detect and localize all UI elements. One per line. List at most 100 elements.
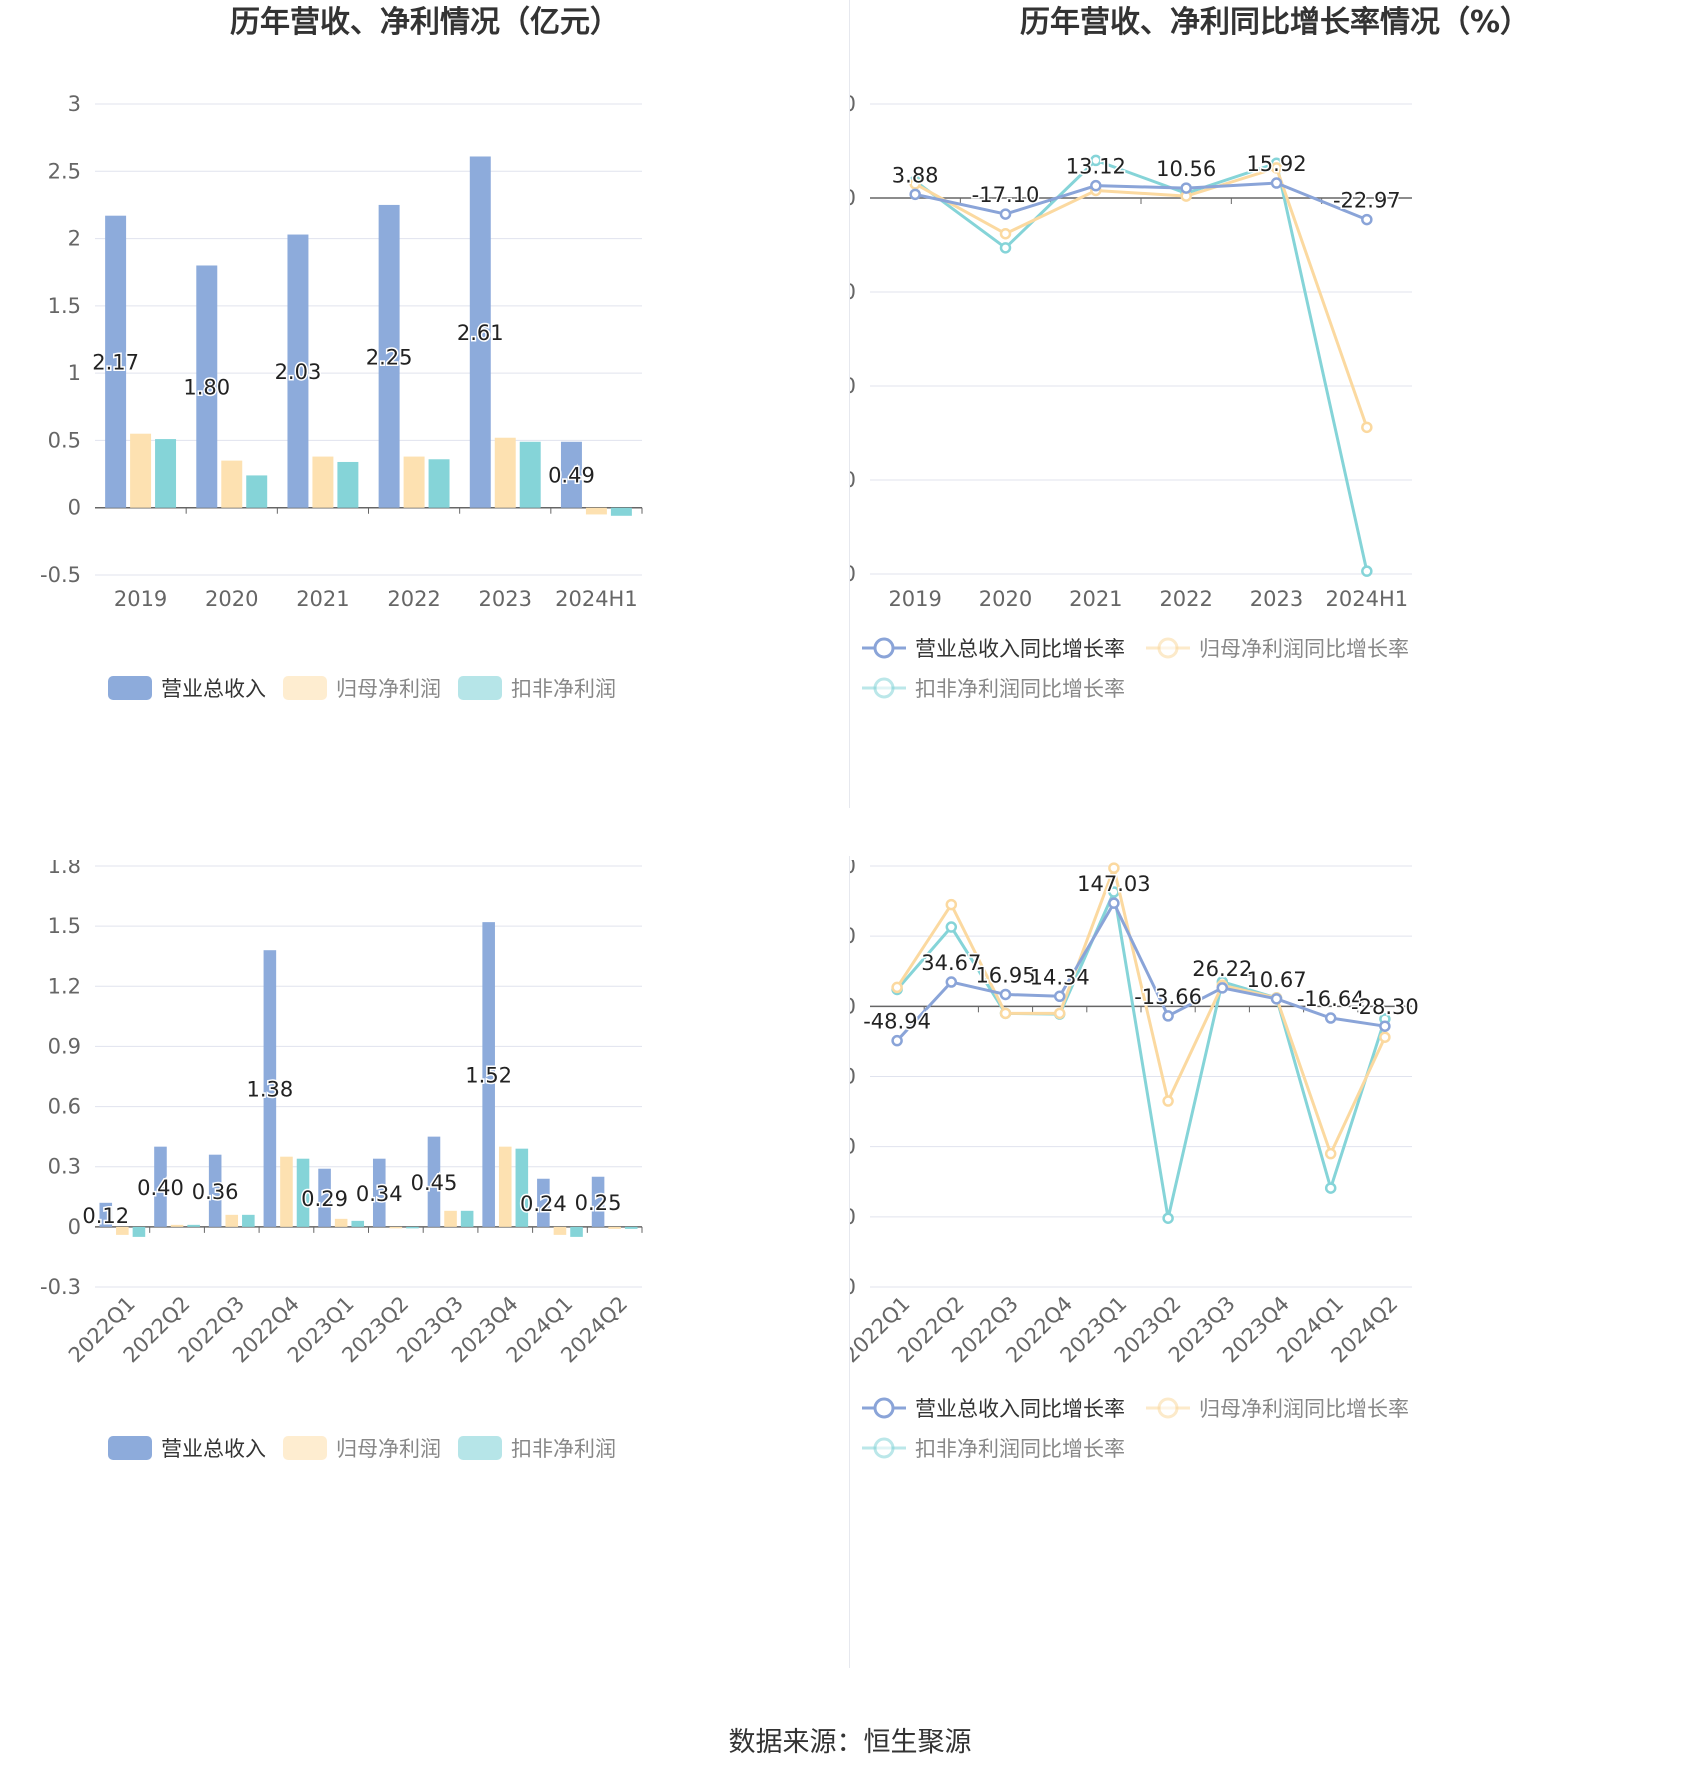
y-tick-label: 0 [68, 496, 81, 520]
y-tick-label: 100 [850, 924, 856, 948]
legend-label-deducted-profit: 扣非净利润同比增长率 [915, 1437, 1125, 1461]
revenue-growth-data-label: -16.64 [1297, 987, 1365, 1011]
revenue-data-label: 0.12 [82, 1204, 129, 1228]
revenue-growth-data-label: 16.95 [975, 963, 1035, 987]
bar-deducted-profit [246, 475, 268, 508]
revenue-growth-data-label: 10.67 [1246, 968, 1306, 992]
revenue-data-label: 2.61 [457, 321, 504, 345]
bar-revenue [208, 1154, 222, 1227]
bar-deducted-profit [515, 1148, 529, 1227]
point-net-profit [1053, 1007, 1066, 1020]
revenue-data-label: 2.03 [275, 360, 322, 384]
y-tick-label: 1.5 [48, 294, 81, 318]
point-deducted-profit [1162, 1212, 1174, 1224]
legend-swatch-deducted-profit [458, 676, 502, 700]
point-revenue [1216, 982, 1229, 994]
revenue-growth-data-label: 147.03 [1077, 872, 1150, 896]
bar-deducted-profit [351, 1220, 365, 1227]
quarterly-growth-chart: 营收、净利同比增长率季度变动情况（%）2001000-100-200-300-4… [850, 860, 1700, 1720]
legend-label-revenue: 营业总收入同比增长率 [915, 637, 1125, 661]
bar-net-profit [585, 507, 607, 515]
revenue-growth-data-label: -13.66 [1134, 985, 1202, 1009]
bar-deducted-profit [187, 1224, 200, 1227]
revenue-data-label: 0.29 [301, 1187, 348, 1211]
legend-swatch-revenue [108, 1436, 152, 1460]
revenue-data-label: 0.45 [411, 1171, 458, 1195]
point-net-profit [999, 1007, 1012, 1020]
point-net-profit [945, 898, 958, 911]
y-tick-label: 1.2 [48, 974, 81, 998]
point-deducted-profit [1361, 565, 1373, 577]
bar-revenue [469, 156, 491, 508]
bar-deducted-profit [570, 1226, 583, 1237]
chart-canvas: 历年营收、净利同比增长率情况（%） 100 0 -100 -200 -300 -400 201… [850, 5, 1530, 701]
line-net-profit [895, 862, 1387, 1158]
point-revenue [1180, 182, 1192, 194]
bar-deducted-profit [242, 1214, 255, 1227]
data-source-note: 数据来源：恒生聚源 [728, 1727, 972, 1758]
point-deducted-profit [1324, 1182, 1337, 1194]
revenue-growth-data-label: 13.12 [1066, 155, 1126, 179]
bar-net-profit [170, 1224, 184, 1227]
panel-divider-bottom [849, 856, 850, 1668]
bar-deducted-profit [460, 1210, 474, 1227]
chart-canvas: 历年营收、净利情况（亿元） 3 2.5 2 1.5 1 0.5 0 -0.5 2019 2020 20… [40, 5, 643, 701]
x-category-label: 2022 [1159, 587, 1212, 611]
revenue-growth-data-label: -22.97 [1333, 189, 1401, 213]
y-tick-label: -200 [850, 374, 856, 398]
point-net-profit [1324, 1147, 1337, 1160]
point-deducted-profit [999, 242, 1012, 254]
line-revenue [914, 181, 1368, 221]
point-revenue [891, 1034, 903, 1047]
bar-net-profit [494, 437, 516, 508]
revenue-data-label: 2.17 [92, 351, 139, 375]
bar-deducted-profit [624, 1226, 638, 1229]
point-revenue [1379, 1020, 1391, 1032]
point-revenue [1270, 993, 1283, 1005]
legend-marker-deducted-profit [873, 1437, 895, 1459]
chart-canvas: 营收、净利同比增长率季度变动情况（%）2001000-100-200-300-4… [850, 860, 1420, 1461]
legend-label-net-profit: 归母净利润同比增长率 [1199, 637, 1409, 661]
legend-swatch-net-profit [283, 676, 327, 700]
revenue-data-label: 0.25 [575, 1191, 622, 1215]
y-tick-label: 0.3 [48, 1155, 81, 1179]
y-tick-label: 2 [68, 227, 81, 251]
revenue-growth-data-label: 34.67 [921, 951, 981, 975]
bar-revenue [196, 265, 218, 508]
y-tick-label: 3 [68, 92, 81, 116]
point-revenue [1324, 1012, 1337, 1024]
bar-deducted-profit [519, 441, 541, 508]
legend-label-deducted-profit: 扣非净利润同比增长率 [915, 677, 1125, 701]
y-tick-label: -100 [850, 280, 856, 304]
bar-net-profit [130, 433, 152, 508]
point-revenue [1090, 179, 1102, 192]
y-tick-label: -200 [850, 1135, 856, 1159]
line-deducted-profit [914, 158, 1369, 572]
x-category-label: 2023 [479, 587, 532, 611]
legend-label-net-profit: 归母净利润同比增长率 [1199, 1397, 1409, 1421]
point-revenue [1053, 990, 1066, 1003]
x-category-label: 2019 [888, 587, 941, 611]
point-net-profit [1270, 162, 1283, 174]
y-tick-label: 1.5 [48, 914, 81, 938]
point-net-profit [1379, 1031, 1391, 1043]
point-revenue [1162, 1010, 1174, 1022]
legend-marker-net-profit [1157, 637, 1179, 659]
revenue-growth-data-label: 3.88 [892, 163, 939, 187]
quarterly-amount-chart: 营收、净利季度变动情况（亿元）1.81.51.20.90.60.30-0.320… [0, 860, 850, 1720]
bar-net-profit [498, 1146, 512, 1227]
revenue-data-label: 0.34 [356, 1182, 403, 1206]
line-net-profit [914, 166, 1369, 428]
legend-marker-revenue [873, 1397, 895, 1419]
revenue-growth-data-label: -17.10 [972, 183, 1040, 207]
bar-revenue [318, 1168, 331, 1227]
bar-deducted-profit [296, 1158, 310, 1227]
revenue-growth-data-label: -48.94 [863, 1010, 931, 1034]
revenue-growth-data-label: -28.30 [1351, 995, 1419, 1019]
point-revenue [999, 208, 1012, 220]
y-tick-label: 0.5 [48, 428, 81, 452]
y-tick-label: -100 [850, 1065, 856, 1089]
chart-canvas: 营收、净利季度变动情况（亿元）1.81.51.20.90.60.30-0.320… [40, 860, 643, 1461]
bar-net-profit [553, 1226, 567, 1235]
y-tick-label: -400 [850, 562, 856, 586]
